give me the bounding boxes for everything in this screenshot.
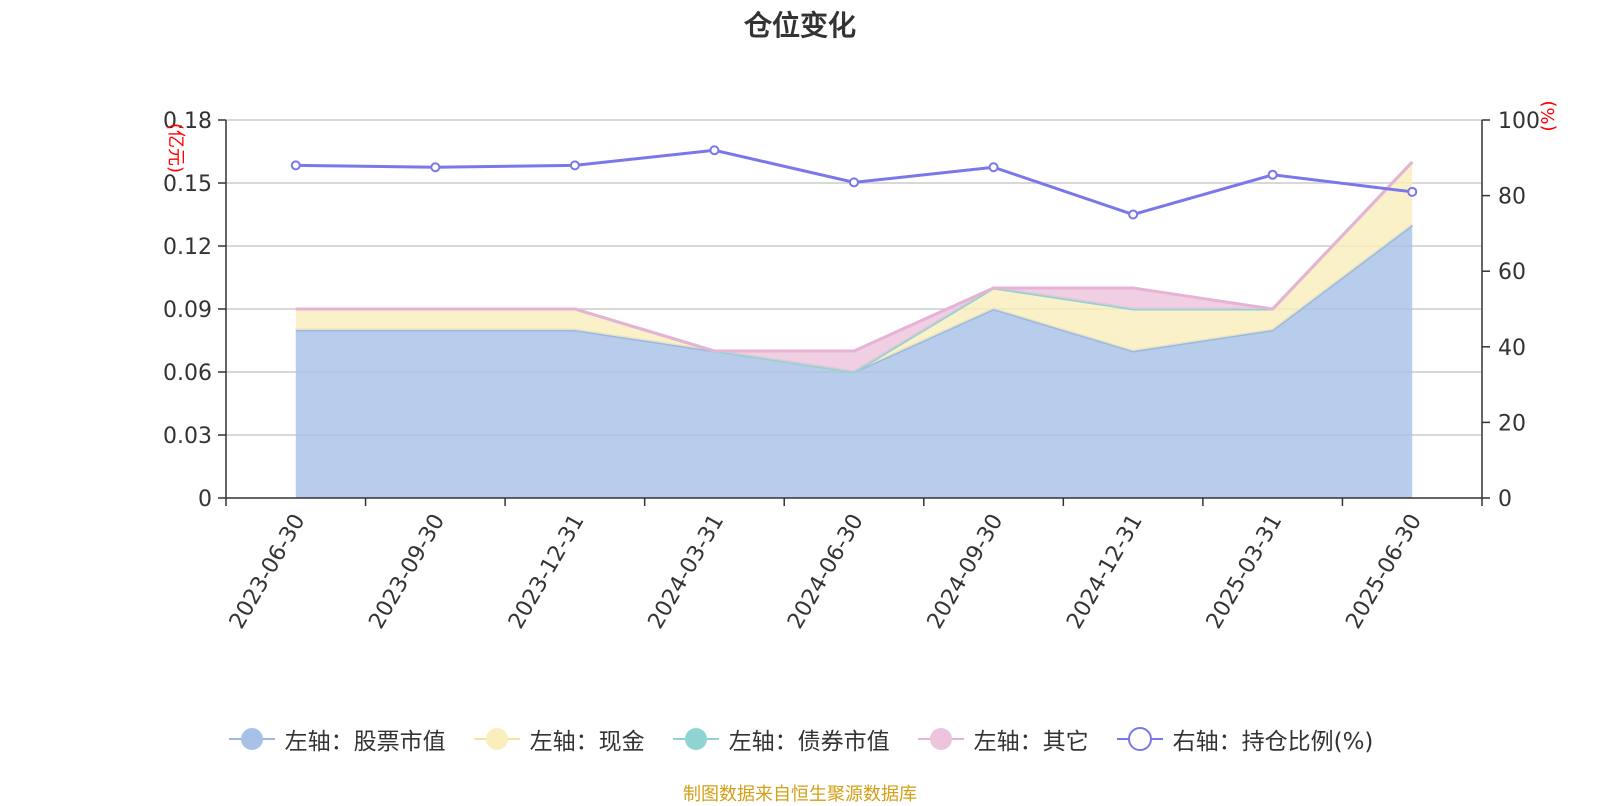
legend-item[interactable]: 左轴：其它 [916, 722, 1089, 756]
legend-item[interactable]: 左轴：现金 [472, 722, 645, 756]
x-axis-tick-label: 2024-06-30 [783, 510, 869, 633]
line-point [709, 145, 720, 156]
left-axis-tick-label: 0.06 [163, 361, 212, 386]
area-左轴：股票市值 [295, 225, 1413, 498]
left-axis-tick-label: 0 [198, 487, 212, 512]
legend-item[interactable]: 左轴：股票市值 [227, 722, 446, 756]
legend-label: 左轴：现金 [529, 729, 645, 755]
left-axis-tick-label: 0.12 [163, 235, 212, 260]
x-axis-tick-label: 2023-12-31 [504, 510, 590, 633]
legend-marker-icon [917, 728, 964, 750]
ratio-line [290, 145, 1418, 220]
line-point [849, 177, 859, 188]
x-axis-tick-label: 2023-09-30 [364, 510, 450, 633]
right-axis-unit: (%) [1538, 100, 1559, 131]
right-axis-tick-label: 100 [1498, 109, 1540, 134]
legend-marker-icon [473, 728, 520, 750]
legend-label: 左轴：其它 [973, 729, 1089, 755]
legend-marker-icon [672, 728, 719, 750]
right-axis-tick-label: 20 [1498, 411, 1526, 436]
right-axis-tick-label: 80 [1498, 185, 1526, 210]
x-axis-tick-label: 2024-12-31 [1062, 510, 1148, 633]
line-point [569, 160, 580, 171]
line-point [988, 162, 999, 173]
legend-label: 右轴：持仓比例(%) [1172, 729, 1374, 755]
x-axis-tick-label: 2023-06-30 [225, 510, 311, 633]
legend-marker-icon [228, 728, 275, 750]
chart-title: 仓位变化 [743, 9, 856, 42]
legend-marker-icon [1116, 727, 1163, 751]
line-point [430, 162, 441, 173]
left-axis-tick-label: 0.09 [163, 298, 212, 323]
source-note: 制图数据来自恒生聚源数据库 [683, 784, 917, 805]
left-axis-unit: (亿元) [165, 123, 186, 173]
line-point [1267, 169, 1278, 180]
right-axis-tick-label: 0 [1498, 487, 1512, 512]
right-axis-tick-label: 60 [1498, 260, 1526, 285]
x-axis-tick-label: 2025-03-31 [1202, 510, 1288, 633]
legend-item[interactable]: 右轴：持仓比例(%) [1115, 722, 1374, 756]
x-axis-tick-label: 2024-09-30 [923, 510, 1009, 633]
left-axis-tick-label: 0.18 [163, 109, 212, 134]
left-axis-tick-label: 0.03 [163, 424, 212, 449]
line-point [290, 160, 301, 171]
legend: 左轴：股票市值 左轴：现金 左轴：债券市值 左轴：其它 右轴：持仓比例(%) [0, 722, 1600, 756]
x-axis-tick-label: 2024-03-31 [644, 510, 730, 633]
x-axis-tick-label: 2025-06-30 [1341, 510, 1427, 633]
line-point [1128, 209, 1139, 220]
right-axis-tick-label: 40 [1498, 336, 1526, 361]
legend-item[interactable]: 左轴：债券市值 [671, 722, 890, 756]
line-point [1407, 186, 1418, 197]
legend-label: 左轴：债券市值 [728, 729, 890, 755]
left-axis-tick-label: 0.15 [163, 172, 212, 197]
area-左轴：现金 [295, 162, 1413, 372]
stacked-areas [295, 160, 1414, 498]
legend-label: 左轴：股票市值 [284, 729, 446, 755]
area-edge-左轴：其它 [295, 160, 1414, 353]
